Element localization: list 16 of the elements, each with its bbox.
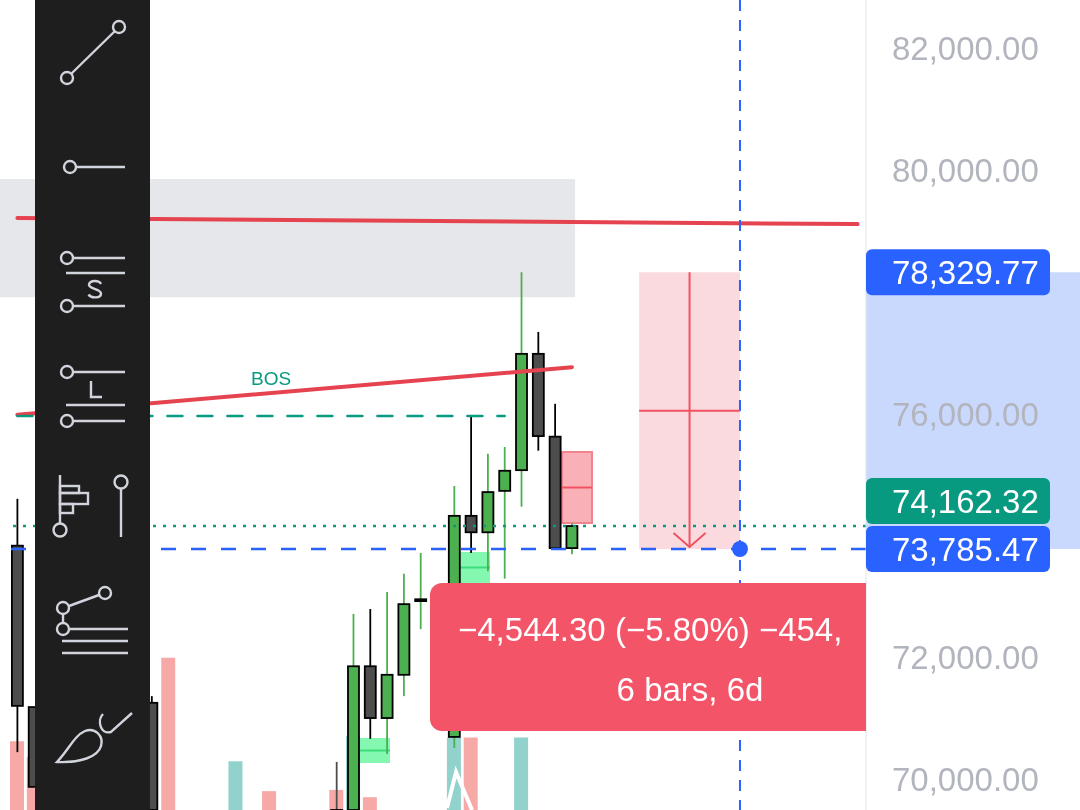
candlestick [464, 415, 478, 554]
candlestick [498, 446, 512, 580]
candlestick [414, 552, 428, 631]
band-label: 78,329.77 [892, 253, 1039, 291]
candlestick [565, 522, 579, 556]
ref-line-label: 74,162.32 [892, 482, 1039, 520]
series-label: BOS [251, 368, 292, 390]
y-tick-label: 72,000.00 [892, 639, 1039, 677]
ref-line-label: 73,785.47 [892, 530, 1039, 568]
y-tick-label: 82,000.00 [892, 30, 1039, 68]
y-tick-label: 80,000.00 [892, 152, 1039, 190]
annotation: 6 bars, 6d [616, 670, 764, 708]
y-tick-label: 76,000.00 [892, 395, 1039, 433]
candlestick [330, 760, 344, 810]
annotation: −4,544.30 (−5.80%) −454, [458, 610, 843, 648]
y-tick-label: 70,000.00 [892, 761, 1039, 799]
